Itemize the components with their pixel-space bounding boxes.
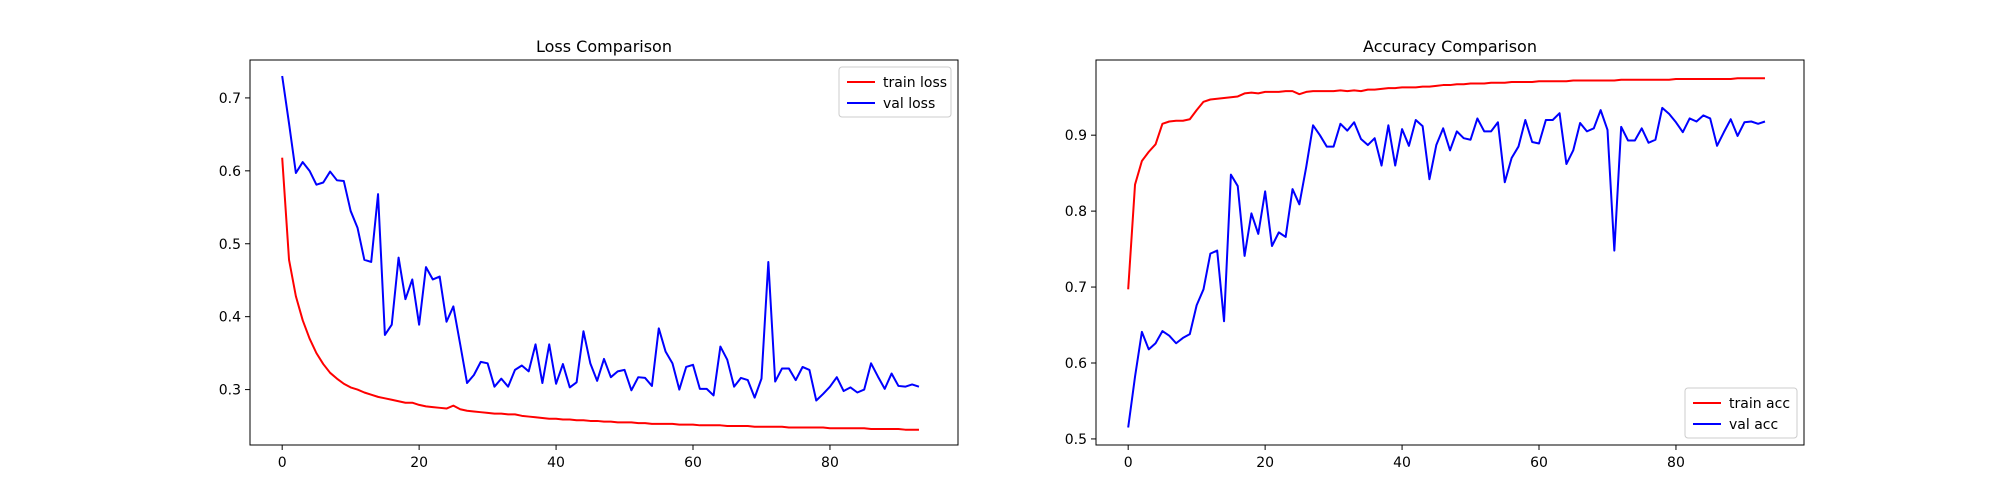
loss-chart-title: Loss Comparison <box>536 37 672 56</box>
accuracy-chart-title: Accuracy Comparison <box>1363 37 1537 56</box>
accuracy-chart: Accuracy Comparison 0 20 40 60 80 0.5 0.6 0.7 0.… <box>1065 37 1805 471</box>
loss-y-tick-label: 0.4 <box>219 310 241 326</box>
loss-x-tick-label: 40 <box>547 455 565 471</box>
accuracy-y-tick-label: 0.6 <box>1065 356 1087 372</box>
accuracy-legend-label: train acc <box>1729 396 1790 412</box>
loss-x-tick-label: 0 <box>278 455 287 471</box>
loss-legend: train loss val loss <box>838 66 952 118</box>
loss-y-tick-label: 0.3 <box>219 383 241 399</box>
loss-x-tick-label: 60 <box>684 455 702 471</box>
loss-y-tick-label: 0.7 <box>219 91 241 107</box>
accuracy-series-line-train-acc <box>1127 77 1765 290</box>
accuracy-series-line-val-acc <box>1127 106 1766 428</box>
accuracy-x-tick-label: 60 <box>1530 455 1548 471</box>
loss-series-line-val-loss <box>281 75 920 402</box>
accuracy-y-tick-label: 0.5 <box>1065 432 1087 448</box>
loss-series-line-train-loss <box>281 157 919 431</box>
accuracy-legend-label: val acc <box>1729 417 1778 433</box>
accuracy-y-tick-label: 0.9 <box>1065 128 1087 144</box>
loss-axes-frame <box>249 59 959 446</box>
accuracy-x-tick-label: 0 <box>1124 455 1133 471</box>
accuracy-x-tick-label: 20 <box>1256 455 1274 471</box>
accuracy-x-tick-label: 80 <box>1667 455 1685 471</box>
accuracy-legend: train acc val acc <box>1684 387 1798 439</box>
accuracy-axes-frame <box>1095 59 1805 446</box>
accuracy-y-tick-label: 0.8 <box>1065 204 1087 220</box>
loss-y-tick-label: 0.6 <box>219 164 241 180</box>
accuracy-legend-box <box>1684 387 1798 439</box>
loss-legend-box <box>838 66 952 118</box>
loss-legend-label: val loss <box>883 96 935 112</box>
loss-x-tick-label: 80 <box>821 455 839 471</box>
loss-chart: Loss Comparison 0 20 40 60 80 0.3 0.4 0.5 0.6 0.7… <box>219 37 959 471</box>
loss-x-tick-label: 20 <box>410 455 428 471</box>
accuracy-y-tick-label: 0.7 <box>1065 280 1087 296</box>
loss-legend-label: train loss <box>883 75 947 91</box>
accuracy-x-tick-label: 40 <box>1393 455 1411 471</box>
loss-y-tick-label: 0.5 <box>219 237 241 253</box>
